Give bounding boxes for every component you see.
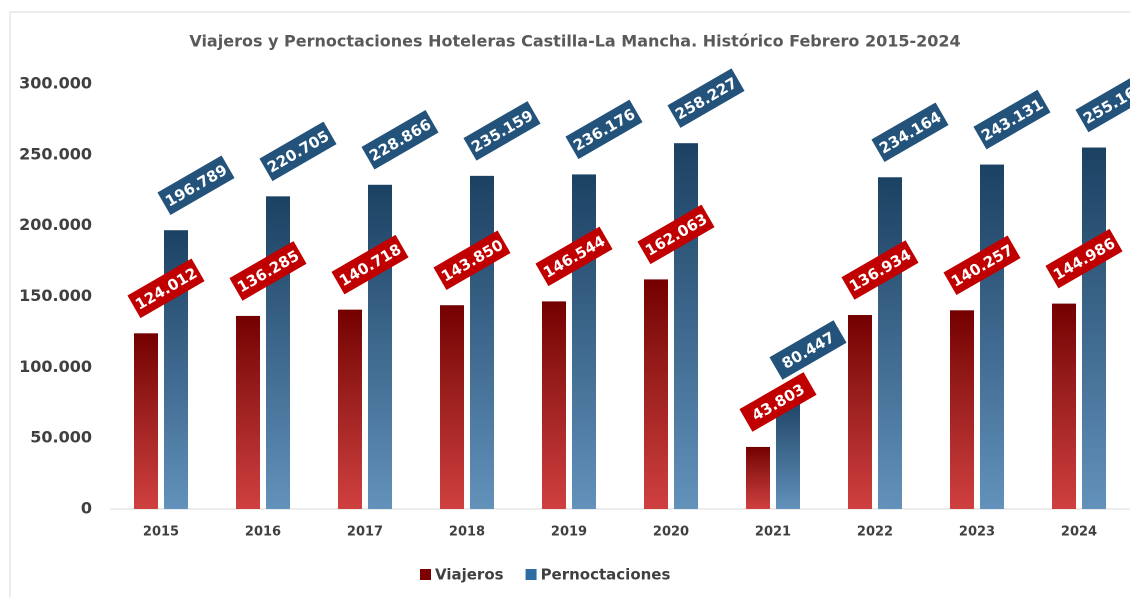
data-label: 234.164 (871, 102, 949, 163)
data-label: 220.705 (259, 121, 337, 182)
bar (542, 301, 566, 509)
data-label: 236.176 (565, 99, 643, 160)
data-label-bg (637, 204, 715, 265)
x-tick-label: 2021 (755, 525, 791, 540)
x-tick-label: 2020 (653, 525, 689, 540)
data-label-bg (667, 68, 745, 128)
data-label: 255.160 (1075, 72, 1130, 133)
bar (368, 184, 392, 509)
legend-swatch (525, 569, 537, 580)
legend-label: Viajeros (435, 566, 504, 584)
data-label-bg (1075, 72, 1130, 133)
data-label-bg (535, 226, 613, 287)
data-label: 243.131 (973, 89, 1051, 150)
y-tick-label: 300.000 (19, 74, 92, 93)
data-label-bg (565, 99, 643, 160)
y-tick-label: 50.000 (30, 428, 92, 447)
bar (878, 177, 902, 509)
legend-label: Pernoctaciones (541, 566, 671, 584)
x-tick-label: 2017 (347, 525, 383, 540)
bar (266, 196, 290, 509)
x-tick-label: 2016 (245, 525, 281, 540)
data-label-bg (259, 121, 337, 182)
data-label-bg (943, 235, 1021, 296)
bar (980, 164, 1004, 509)
bar (440, 305, 464, 509)
data-label: 80.447 (769, 320, 847, 380)
bar (470, 175, 494, 509)
bar (236, 315, 260, 509)
data-label-bg (127, 258, 205, 319)
bar (1082, 147, 1106, 510)
x-tick-label: 2023 (959, 525, 995, 540)
legend-swatch (420, 569, 431, 580)
bar (1052, 303, 1076, 509)
chart-border (9, 11, 1130, 597)
data-label-bg (841, 240, 919, 300)
data-label: 258.227 (667, 68, 745, 128)
y-tick-label: 100.000 (19, 357, 92, 376)
bar (746, 446, 770, 509)
bar (134, 333, 158, 509)
data-label-bg (1045, 228, 1123, 289)
y-tick-label: 0 (81, 499, 92, 518)
x-tick-label: 2022 (857, 525, 893, 540)
data-label-bg (739, 372, 817, 432)
data-label: 228.866 (361, 110, 439, 170)
bar (644, 279, 668, 509)
data-label-bg (463, 101, 541, 161)
data-label: 196.789 (157, 155, 235, 215)
x-tick-label: 2015 (143, 525, 179, 540)
data-label-bg (331, 234, 409, 295)
y-tick-label: 150.000 (19, 286, 92, 305)
bar (848, 315, 872, 509)
chart-title: Viajeros y Pernoctaciones Hoteleras Cast… (189, 32, 960, 51)
data-label-bg (433, 230, 511, 290)
x-tick-label: 2024 (1061, 525, 1097, 540)
bar (572, 174, 596, 509)
data-label-bg (361, 110, 439, 170)
data-label-bg (229, 241, 307, 301)
y-tick-label: 250.000 (19, 144, 92, 163)
bar (950, 310, 974, 509)
bar (674, 143, 698, 510)
data-label-bg (973, 89, 1051, 150)
data-label-bg (157, 155, 235, 215)
data-label: 235.159 (463, 101, 541, 161)
x-tick-label: 2019 (551, 525, 587, 540)
bar (338, 309, 362, 509)
x-tick-label: 2018 (449, 525, 485, 540)
y-tick-label: 200.000 (19, 215, 92, 234)
data-label-bg (769, 320, 847, 380)
data-label-bg (871, 102, 949, 163)
